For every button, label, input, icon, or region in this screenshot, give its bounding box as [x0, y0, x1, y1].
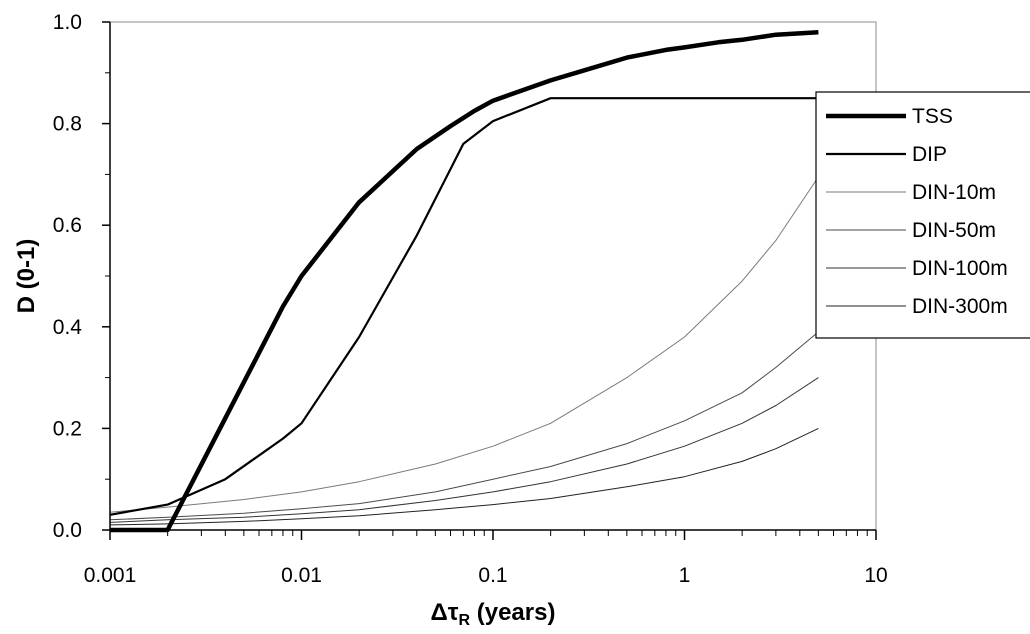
axis-layer: 0.001 0.01 0.1 1 10 0.0 0.2 0.4 0.6 0.8 1.0: [53, 11, 888, 587]
x-tick-label: 0.01: [281, 564, 322, 587]
legend-box: [815, 91, 1030, 339]
plot-area: [109, 21, 877, 531]
legend-label: DIP: [912, 143, 947, 166]
series-line-din-100m: [109, 377, 819, 523]
y-axis-title: D (0-1): [13, 239, 40, 314]
legend-label: DIN-50m: [912, 219, 996, 242]
y-tick-label: 0.2: [53, 417, 82, 440]
x-axis-title-text: (years): [470, 599, 555, 626]
y-tick-label: 0.6: [53, 214, 82, 237]
legend-label: TSS: [912, 105, 953, 128]
legend-label: DIN-300m: [912, 295, 1008, 318]
series-layer: [109, 29, 819, 533]
legend: TSS DIP DIN-10m DIN-50m DIN-100m DIN-300m: [815, 91, 1030, 339]
y-tick-label: 0.4: [53, 316, 83, 339]
x-tick-label: 0.1: [478, 564, 507, 587]
x-tick-label: 0.001: [84, 564, 137, 587]
legend-label: DIN-10m: [912, 181, 996, 204]
x-axis-title-subscript: R: [459, 612, 471, 629]
x-tick-label: 1: [679, 564, 691, 587]
x-axis-title-symbol: Δτ: [431, 599, 459, 626]
series-line-din-10m: [109, 176, 819, 513]
x-tick-label: 10: [864, 564, 887, 587]
series-line-din-300m: [109, 427, 819, 526]
series-line-din-50m: [109, 331, 819, 521]
y-tick-label: 0.0: [53, 519, 82, 542]
legend-label: DIN-100m: [912, 257, 1008, 280]
series-line-dip: [109, 97, 819, 516]
x-axis-title: ΔτR (years): [431, 599, 556, 629]
y-tick-label: 1.0: [53, 11, 82, 34]
y-tick-label: 0.8: [53, 113, 82, 136]
series-line-tss: [110, 29, 819, 533]
